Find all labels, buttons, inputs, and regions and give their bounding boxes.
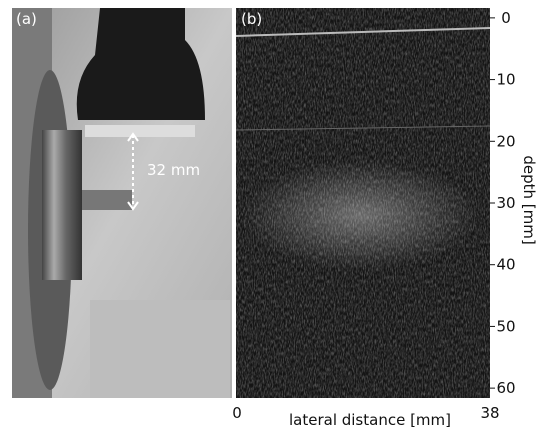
y-tick-label: 0 [501,9,511,27]
y-tick-label: 20 [496,132,515,150]
distance-annotation: 32 mm [147,161,200,179]
y-tick-label: 10 [496,71,515,89]
y-axis-label: depth [mm] [520,155,538,244]
y-tick-label: 50 [496,317,515,335]
x-tick-label: 0 [232,404,242,422]
photo [12,8,232,398]
panel-b-label: (b) [241,10,262,28]
panel-a-label: (a) [16,10,37,28]
figure-svg: (a) 32 mm (b) 0 10 20 30 40 50 60 0 38 lateral d… [0,0,543,434]
y-tick-label: 30 [496,194,515,212]
figure: (a) 32 mm (b) 0 10 20 30 40 50 60 0 38 lateral d… [0,0,543,434]
ultrasound-image [236,8,490,398]
x-tick-label: 38 [480,404,499,422]
y-tick-label: 40 [496,256,515,274]
x-axis-label: lateral distance [mm] [289,411,451,429]
y-tick-label: 60 [496,379,515,397]
